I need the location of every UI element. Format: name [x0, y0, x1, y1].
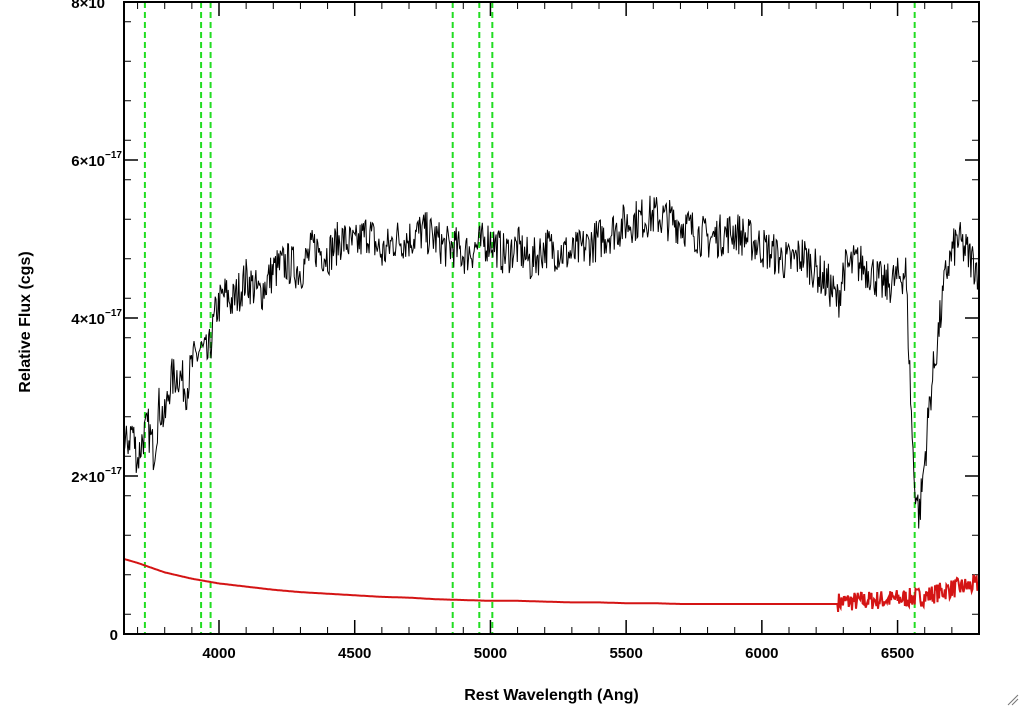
y-tick-label: 4×10−17	[71, 308, 122, 328]
y-tick-label: 8×10−17	[71, 0, 122, 12]
x-tick-label: 4500	[338, 645, 371, 662]
y-tick-label: 2×10−17	[71, 466, 122, 486]
x-tick-label: 4000	[202, 645, 235, 662]
x-tick-labels: 4000 4500 5000 5500 6000 6500	[202, 645, 914, 662]
axis-ticks	[124, 1, 980, 635]
x-axis-label: Rest Wavelength (Ang)	[464, 687, 639, 704]
y-tick-labels: 0 2×10−17 4×10−17 6×10−17 8×10−17	[71, 0, 122, 644]
x-tick-label: 5000	[474, 645, 507, 662]
y-tick-label: 6×10−17	[71, 150, 122, 170]
plot-area	[124, 2, 979, 634]
plot-frame	[123, 1, 980, 635]
x-tick-label: 6500	[881, 645, 914, 662]
flux-spectrum-line	[124, 195, 979, 529]
y-tick-label: 0	[110, 627, 118, 644]
x-tick-label: 6000	[745, 645, 778, 662]
resize-grip-icon[interactable]	[1007, 694, 1019, 706]
x-tick-label: 5500	[609, 645, 642, 662]
error-spectrum-line	[124, 558, 979, 613]
y-axis-label: Relative Flux (cgs)	[17, 251, 34, 392]
